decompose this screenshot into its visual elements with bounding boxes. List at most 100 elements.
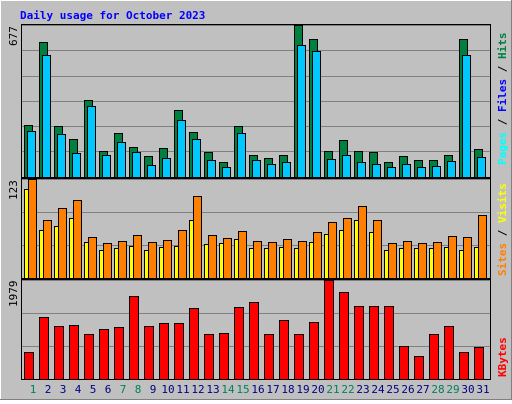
bar-sites-day-3 [58,208,67,279]
x-tick-label-day-24: 24 [371,383,385,396]
bar-kbytes-day-3 [54,326,64,380]
x-tick-label-day-31: 31 [476,383,489,396]
x-tick-label-day-28: 28 [431,383,444,396]
bar-sites-day-1 [28,179,37,279]
bar-files-day-23 [357,162,366,178]
x-tick-label-day-30: 30 [461,383,474,396]
bar-kbytes-day-31 [474,347,484,380]
bar-kbytes-day-11 [174,323,184,380]
bar-kbytes-day-12 [189,308,199,380]
x-tick-label-day-9: 9 [150,383,157,396]
bar-marks [24,25,487,380]
bar-files-day-28 [432,166,441,178]
bar-sites-day-4 [73,200,82,279]
kbytes-ymax-label: 1979 [7,281,20,308]
bar-kbytes-day-23 [354,306,364,380]
bar-sites-day-20 [313,232,322,279]
x-tick-label-day-4: 4 [75,383,82,396]
legend-hits: Hits [496,33,509,60]
bar-kbytes-day-24 [369,306,379,380]
bar-files-day-11 [177,120,186,178]
bar-kbytes-day-7 [114,327,124,380]
x-tick-label-day-13: 13 [206,383,219,396]
chart-title: Daily usage for October 2023 [20,9,205,22]
bar-kbytes-day-15 [234,307,244,380]
bar-sites-day-28 [433,242,442,279]
bar-sites-day-30 [463,237,472,279]
hits-panel-legend: Pages / Files / Hits [496,33,509,166]
bar-files-day-30 [462,55,471,178]
bar-sites-day-13 [208,235,217,279]
x-tick-label-day-2: 2 [45,383,52,396]
bar-sites-day-10 [163,240,172,279]
bar-files-day-22 [342,155,351,178]
bar-files-day-14 [222,167,231,178]
x-tick-label-day-15: 15 [236,383,249,396]
bar-files-day-8 [132,152,141,178]
legend-files: Files [496,79,509,112]
bar-kbytes-day-8 [129,296,139,380]
bar-sites-day-17 [268,242,277,279]
bar-files-day-5 [87,106,96,178]
bar-sites-day-6 [103,243,112,279]
bar-files-day-2 [42,55,51,178]
bar-files-day-21 [327,159,336,178]
bar-sites-day-8 [133,235,142,279]
bar-kbytes-day-14 [219,333,229,380]
x-tick-label-day-7: 7 [120,383,127,396]
bar-kbytes-day-18 [279,320,289,380]
bar-sites-day-22 [343,218,352,279]
legend-pages: Pages [496,132,509,165]
legend-separator: / [496,223,509,243]
visits-panel-legend: Sites / Visits [496,183,509,276]
x-tick-label-day-20: 20 [311,383,324,396]
bar-sites-day-24 [373,220,382,279]
bar-kbytes-day-4 [69,325,79,380]
bar-sites-day-23 [358,206,367,279]
bar-files-day-31 [477,157,486,178]
legend-sites: Sites [496,243,509,276]
bar-kbytes-day-17 [264,334,274,380]
bar-files-day-12 [192,139,201,178]
bar-kbytes-day-21 [324,280,334,380]
visits-ymax-label: 123 [7,180,20,200]
bar-files-day-18 [282,162,291,178]
bar-kbytes-day-2 [39,317,49,380]
kbytes-panel-legend: KBytes [496,337,509,377]
bar-files-day-7 [117,142,126,178]
x-tick-label-day-26: 26 [401,383,414,396]
bar-files-day-1 [27,131,36,178]
bar-kbytes-day-26 [399,346,409,380]
bar-files-day-3 [57,134,66,178]
x-tick-label-day-19: 19 [296,383,309,396]
bar-files-day-25 [387,167,396,178]
x-tick-label-day-29: 29 [446,383,459,396]
bar-files-day-20 [312,51,321,178]
x-tick-label-day-16: 16 [251,383,264,396]
bar-files-day-19 [297,45,306,178]
x-tick-label-day-14: 14 [221,383,235,396]
legend-visits: Visits [496,183,509,223]
bar-sites-day-25 [388,243,397,279]
x-tick-label-day-17: 17 [266,383,279,396]
x-tick-label-day-3: 3 [60,383,67,396]
bar-kbytes-day-25 [384,306,394,380]
x-tick-label-day-23: 23 [356,383,369,396]
bar-kbytes-day-27 [414,356,424,380]
bar-files-day-10 [162,158,171,178]
bar-kbytes-day-19 [294,334,304,380]
bar-sites-day-7 [118,241,127,279]
bar-kbytes-day-10 [159,323,169,380]
bar-sites-day-5 [88,237,97,279]
bar-kbytes-day-16 [249,302,259,380]
legend-separator: / [496,112,509,132]
bar-sites-day-19 [298,241,307,279]
legend-separator: / [496,59,509,79]
bar-sites-day-9 [148,242,157,279]
legend-kbytes: KBytes [496,337,509,377]
bar-sites-day-14 [223,238,232,279]
bar-sites-day-27 [418,243,427,279]
bar-files-day-17 [267,164,276,178]
